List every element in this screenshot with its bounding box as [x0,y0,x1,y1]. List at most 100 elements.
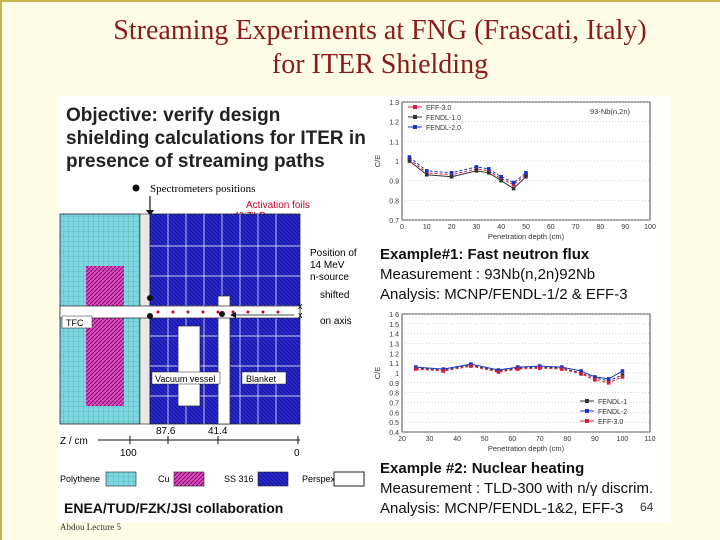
y-tick-label: 1.1 [389,139,399,146]
page-number: 64 [640,500,654,514]
x-tick-label: 40 [497,224,505,231]
chart-annotation: 93-Nb(n,2n) [590,107,631,116]
data-point [425,169,429,173]
setup-diagram: Spectrometers positions Activation foils… [59,183,365,487]
source-energy-label: 14 MeV [310,260,345,271]
example2-heading: Example #2: Nuclear heating [380,460,585,477]
data-point [413,365,418,369]
tfc-copper [86,266,124,406]
x-tick-label: 90 [621,224,629,231]
x-tick-label: 100 [617,436,629,443]
x-tick-label: 30 [473,224,481,231]
collaboration-text: ENEA/TUD/FZK/JSI collaboration [64,500,284,516]
data-point [511,182,516,187]
x-tick-label: 90 [591,436,599,443]
data-point [579,369,583,373]
data-point [474,165,479,169]
y-axis-label: C/E [373,155,382,168]
data-point [515,367,520,371]
data-point [606,381,611,385]
x-tick-label: 0 [400,224,404,231]
y-tick-label: 1.2 [389,351,399,358]
x-tick-label: 80 [563,436,571,443]
data-point [407,157,412,161]
x-axis-label: Penetration depth (cm) [488,444,565,453]
x-tick-label: 60 [547,224,555,231]
spectrometer-in-channel [219,311,225,317]
series-line [409,160,527,190]
data-point [469,362,473,366]
data-point [425,171,429,175]
data-point [407,159,412,163]
top-border [0,0,720,2]
data-point [487,169,491,173]
vacuum-vessel-label: Vacuum vessel [155,374,215,384]
author-credit: Abdou Lecture 5 [60,522,121,532]
y-tick-label: 0.4 [389,430,399,437]
legend-cu-swatch [173,471,205,487]
content-panel: Objective: verify design shielding calcu… [58,96,670,522]
spectrometers-label: Spectrometers positions [150,183,255,195]
data-point [606,379,611,383]
legend-label: EFF-3.0 [426,105,451,112]
data-point [579,372,583,376]
legend-label: FENDL-1.0 [426,115,461,122]
y-tick-label: 1.1 [389,361,399,368]
data-point [593,378,597,382]
x-tick-label: 20 [448,224,456,231]
y-tick-label: 0.7 [389,218,399,225]
x-tick-label: 70 [536,436,544,443]
legend-label: FENDL-1 [598,399,627,406]
slide-title: Streaming Experiments at FNG (Frascati, … [0,14,720,82]
data-point [449,171,454,175]
legend-polythene-swatch [105,471,137,487]
data-point [449,172,454,177]
z-0-label: 0 [294,448,300,459]
example2-analysis: Analysis: MCNP/FENDL-1&2, EFF-3 [380,500,624,517]
x-tick-label: 70 [572,224,580,231]
data-point [496,368,501,372]
data-point [441,369,446,373]
data-point [537,364,542,368]
data-point [515,365,520,369]
y-tick-label: 1.5 [389,322,399,329]
legend-ss316-label: SS 316 [224,474,254,484]
x-tick-label: 60 [508,436,516,443]
data-point [425,172,429,177]
y-tick-label: 1.4 [389,332,399,339]
y-tick-label: 1 [395,159,399,166]
data-point [524,171,528,175]
data-point [469,364,473,368]
legend-cu-label: Cu [158,474,170,484]
z-100-label: 100 [120,448,137,459]
y-tick-label: 1.3 [389,342,399,349]
data-point [537,366,542,370]
chart-nb-flux: 0.7 0.8 0.9 1 1.1 1.2 1.3 0 10 20 30 40 50 60 70 80 90 10… [373,100,656,241]
blanket-label: Blanket [246,374,277,384]
svg-text:x: x [298,310,303,320]
data-point [499,178,503,183]
data-point [499,174,503,179]
y-tick-label: 1 [395,371,399,378]
x-tick-label: 50 [481,436,489,443]
x-tick-label: 50 [522,224,530,231]
svg-text:x: x [298,301,303,311]
title-line-1: Streaming Experiments at FNG (Frascati, … [113,15,647,46]
n-source-label: n-source [310,272,349,283]
x-tick-label: 40 [453,436,461,443]
legend-perspex-label: Perspex [302,474,336,484]
on-axis-label: on axis [320,316,352,327]
position-of-label: Position of [310,248,357,259]
z-axis-label: Z / cm [60,436,88,447]
left-border [0,0,2,540]
data-point [620,375,625,379]
legend-perspex-swatch [333,471,365,487]
z-876-label: 87.6 [156,426,176,437]
x-tick-label: 10 [423,224,431,231]
y-axis-label: C/E [373,367,382,380]
data-point [407,155,412,159]
data-point [474,169,479,173]
x-tick-label: 30 [426,436,434,443]
series-line [409,158,527,186]
y-tick-label: 0.6 [389,410,399,417]
